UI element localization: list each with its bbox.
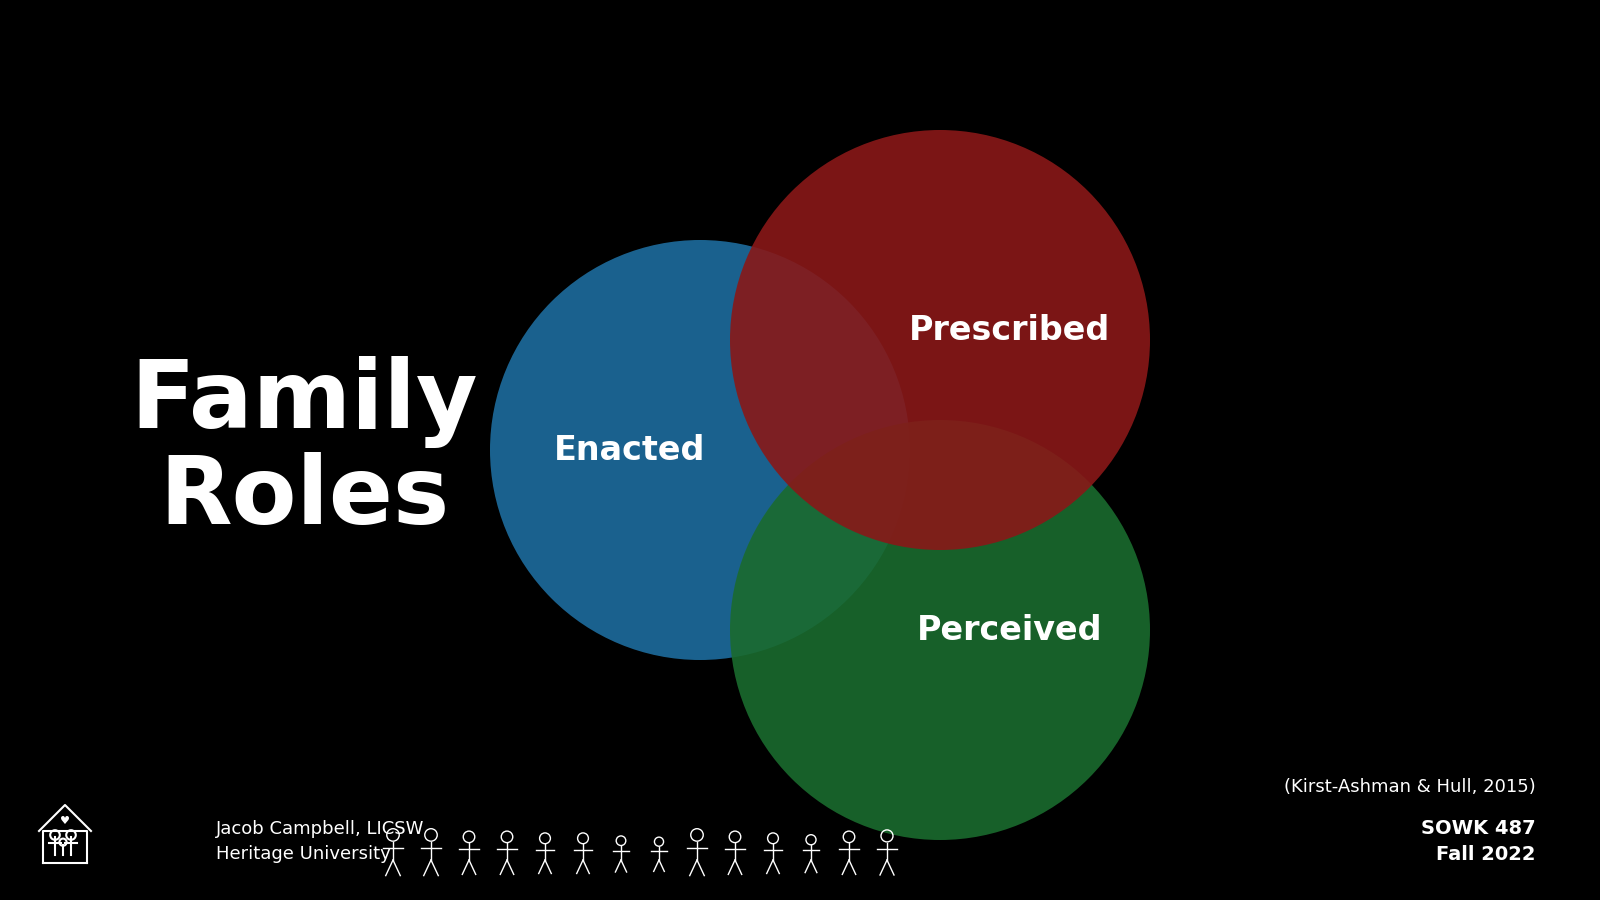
Text: ♥: ♥	[61, 816, 70, 826]
Text: Perceived: Perceived	[917, 614, 1102, 646]
Circle shape	[730, 420, 1150, 840]
Circle shape	[730, 130, 1150, 550]
Text: Jacob Campbell, LICSW
Heritage University: Jacob Campbell, LICSW Heritage Universit…	[216, 820, 424, 863]
Text: SOWK 487
Fall 2022: SOWK 487 Fall 2022	[1421, 819, 1536, 864]
Text: Family
Roles: Family Roles	[130, 356, 478, 544]
Text: Prescribed: Prescribed	[909, 313, 1110, 346]
Text: (Kirst-Ashman & Hull, 2015): (Kirst-Ashman & Hull, 2015)	[1285, 778, 1536, 796]
Text: Enacted: Enacted	[554, 434, 706, 466]
Circle shape	[490, 240, 910, 660]
